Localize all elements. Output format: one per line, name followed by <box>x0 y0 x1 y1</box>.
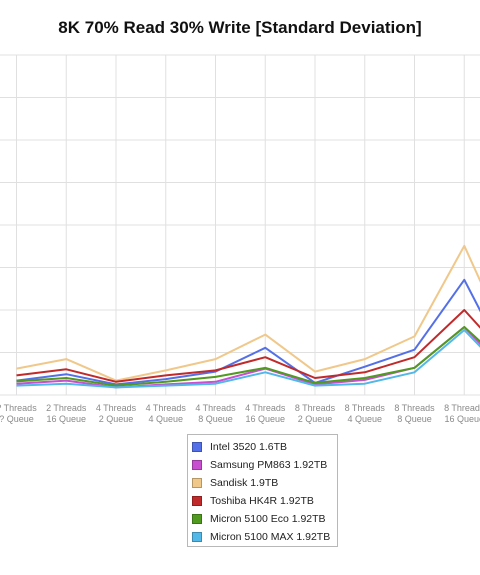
x-tick-label: 8 Threads 2 Queue <box>295 403 336 424</box>
x-tick-label: 4 Threads 4 Queue <box>146 403 187 424</box>
legend-label: Micron 5100 Eco 1.92TB <box>210 513 326 525</box>
series-line-4 <box>16 309 480 383</box>
x-tick-label: 4 Threads 16 Queue <box>245 403 286 424</box>
x-tick-label: 8 Threads 4 Queue <box>345 403 386 424</box>
series-line-3 <box>16 244 480 382</box>
series-line-5 <box>16 326 480 387</box>
legend-item: Intel 3520 1.6TB <box>192 438 337 456</box>
legend-item: Sandisk 1.9TB <box>192 474 337 492</box>
x-tick-labels: ? Threads? Queue 2 Threads 16 Queue 4 Threa… <box>0 403 480 424</box>
legend-swatch <box>192 532 202 542</box>
x-tick-label: 4 Threads 8 Queue <box>195 403 236 424</box>
legend-swatch <box>192 514 202 524</box>
legend-item: Micron 5100 Eco 1.92TB <box>192 510 337 528</box>
legend-swatch <box>192 496 202 506</box>
x-tick-label: 8 Threads 8 Queue <box>394 403 435 424</box>
x-tick-label: 4 Threads 2 Queue <box>96 403 137 424</box>
grid <box>0 54 480 396</box>
chart-title: 8K 70% Read 30% Write [Standard Deviatio… <box>58 18 422 37</box>
legend-item: Toshiba HK4R 1.92TB <box>192 492 337 510</box>
series-line-6 <box>16 329 480 389</box>
series-lines <box>16 244 480 389</box>
legend-label: Samsung PM863 1.92TB <box>210 459 328 471</box>
legend-swatch <box>192 460 202 470</box>
series-line-1 <box>16 278 480 386</box>
x-tick-label: 2 Threads 16 Queue <box>46 403 87 424</box>
legend-swatch <box>192 478 202 488</box>
legend-swatch <box>192 442 202 452</box>
legend-label: Intel 3520 1.6TB <box>210 441 288 453</box>
legend-label: Micron 5100 MAX 1.92TB <box>210 531 331 543</box>
legend-item: Samsung PM863 1.92TB <box>192 456 337 474</box>
x-tick-label: ? Threads? Queue <box>0 403 37 424</box>
legend: Intel 3520 1.6TB Samsung PM863 1.92TB Sand… <box>187 434 338 547</box>
legend-item: Micron 5100 MAX 1.92TB <box>192 528 337 546</box>
legend-label: Toshiba HK4R 1.92TB <box>210 495 314 507</box>
legend-label: Sandisk 1.9TB <box>210 477 279 489</box>
